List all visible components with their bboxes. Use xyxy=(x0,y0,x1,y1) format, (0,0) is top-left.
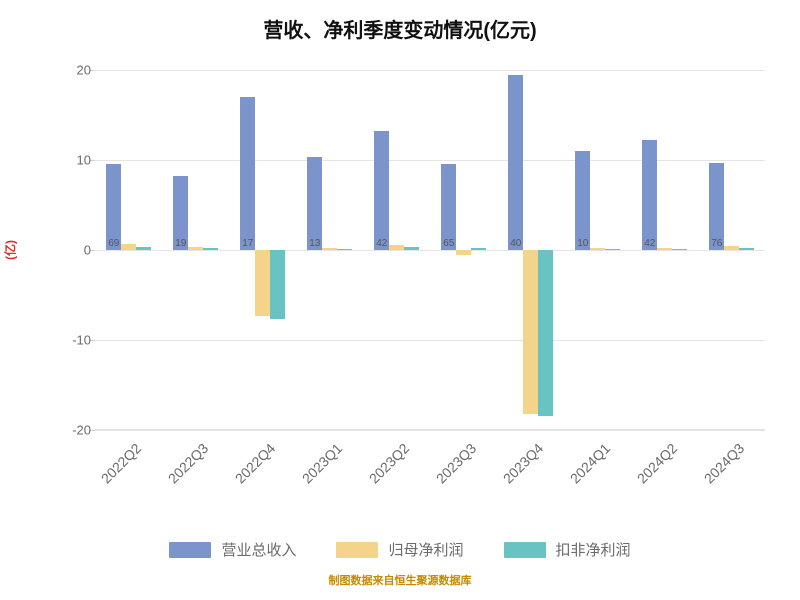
bar-营业总收入 xyxy=(575,151,590,250)
bar-value-label: 13 xyxy=(309,238,320,249)
chart-area: (亿) -20-1001020692022Q2192022Q3172022Q41… xyxy=(55,70,765,430)
y-axis-label: (亿) xyxy=(2,240,19,260)
y-tick-label: 0 xyxy=(57,243,91,258)
x-tick-label: 2022Q3 xyxy=(154,440,211,497)
bar-营业总收入 xyxy=(374,131,389,250)
gridline xyxy=(95,340,765,341)
legend-label: 扣非净利润 xyxy=(556,539,631,560)
bar-扣非净利润 xyxy=(739,248,754,250)
gridline xyxy=(95,160,765,161)
bar-扣非净利润 xyxy=(538,250,553,416)
bar-value-label: 17 xyxy=(242,238,253,249)
x-tick-label: 2024Q2 xyxy=(623,440,680,497)
bar-营业总收入 xyxy=(508,75,523,250)
bar-营业总收入 xyxy=(240,97,255,250)
y-tick-mark xyxy=(90,340,95,341)
bar-value-label: 65 xyxy=(443,238,454,249)
legend-swatch xyxy=(336,542,378,558)
bar-归母净利润 xyxy=(121,244,136,250)
legend-item: 扣非净利润 xyxy=(504,539,631,560)
bar-归母净利润 xyxy=(322,248,337,250)
x-tick-label: 2024Q3 xyxy=(690,440,747,497)
y-tick-label: 10 xyxy=(57,153,91,168)
bar-归母净利润 xyxy=(657,248,672,250)
gridline xyxy=(95,250,765,251)
bar-营业总收入 xyxy=(307,157,322,250)
bar-归母净利润 xyxy=(523,250,538,414)
legend-swatch xyxy=(504,542,546,558)
bar-value-label: 76 xyxy=(711,238,722,249)
legend-label: 营业总收入 xyxy=(221,539,296,560)
bar-营业总收入 xyxy=(709,163,724,250)
x-tick-label: 2023Q2 xyxy=(355,440,412,497)
bar-归母净利润 xyxy=(456,250,471,255)
y-tick-label: 20 xyxy=(57,63,91,78)
x-tick-label: 2023Q1 xyxy=(288,440,345,497)
bar-扣非净利润 xyxy=(404,247,419,250)
y-tick-label: -20 xyxy=(57,423,91,438)
bar-归母净利润 xyxy=(389,245,404,250)
y-tick-mark xyxy=(90,250,95,251)
x-tick-label: 2023Q4 xyxy=(489,440,546,497)
bar-归母净利润 xyxy=(255,250,270,316)
bar-value-label: 40 xyxy=(510,238,521,249)
bar-value-label: 42 xyxy=(644,238,655,249)
x-tick-label: 2024Q1 xyxy=(556,440,613,497)
x-tick-label: 2022Q2 xyxy=(87,440,144,497)
plot-area: -20-1001020692022Q2192022Q3172022Q413202… xyxy=(95,70,765,430)
bar-value-label: 69 xyxy=(108,238,119,249)
chart-title: 营收、净利季度变动情况(亿元) xyxy=(0,0,800,43)
x-tick-label: 2023Q3 xyxy=(422,440,479,497)
bar-归母净利润 xyxy=(590,248,605,250)
bar-扣非净利润 xyxy=(471,248,486,250)
y-tick-label: -10 xyxy=(57,333,91,348)
bar-营业总收入 xyxy=(642,140,657,250)
y-tick-mark xyxy=(90,160,95,161)
bar-扣非净利润 xyxy=(605,249,620,250)
legend-swatch xyxy=(169,542,211,558)
bar-扣非净利润 xyxy=(672,249,687,250)
bar-value-label: 42 xyxy=(376,238,387,249)
bar-value-label: 10 xyxy=(577,238,588,249)
bar-扣非净利润 xyxy=(203,248,218,250)
bar-扣非净利润 xyxy=(136,247,151,250)
bar-value-label: 19 xyxy=(175,238,186,249)
legend-item: 归母净利润 xyxy=(336,539,463,560)
y-tick-mark xyxy=(90,430,95,431)
gridline xyxy=(95,70,765,71)
gridline xyxy=(95,430,765,431)
legend-label: 归母净利润 xyxy=(388,539,463,560)
legend: 营业总收入 归母净利润 扣非净利润 xyxy=(0,539,800,560)
bar-扣非净利润 xyxy=(270,250,285,319)
bar-归母净利润 xyxy=(188,247,203,250)
x-tick-label: 2022Q4 xyxy=(221,440,278,497)
bar-归母净利润 xyxy=(724,246,739,251)
source-note: 制图数据来自恒生聚源数据库 xyxy=(0,572,800,588)
legend-item: 营业总收入 xyxy=(169,539,296,560)
bar-扣非净利润 xyxy=(337,249,352,250)
y-tick-mark xyxy=(90,70,95,71)
